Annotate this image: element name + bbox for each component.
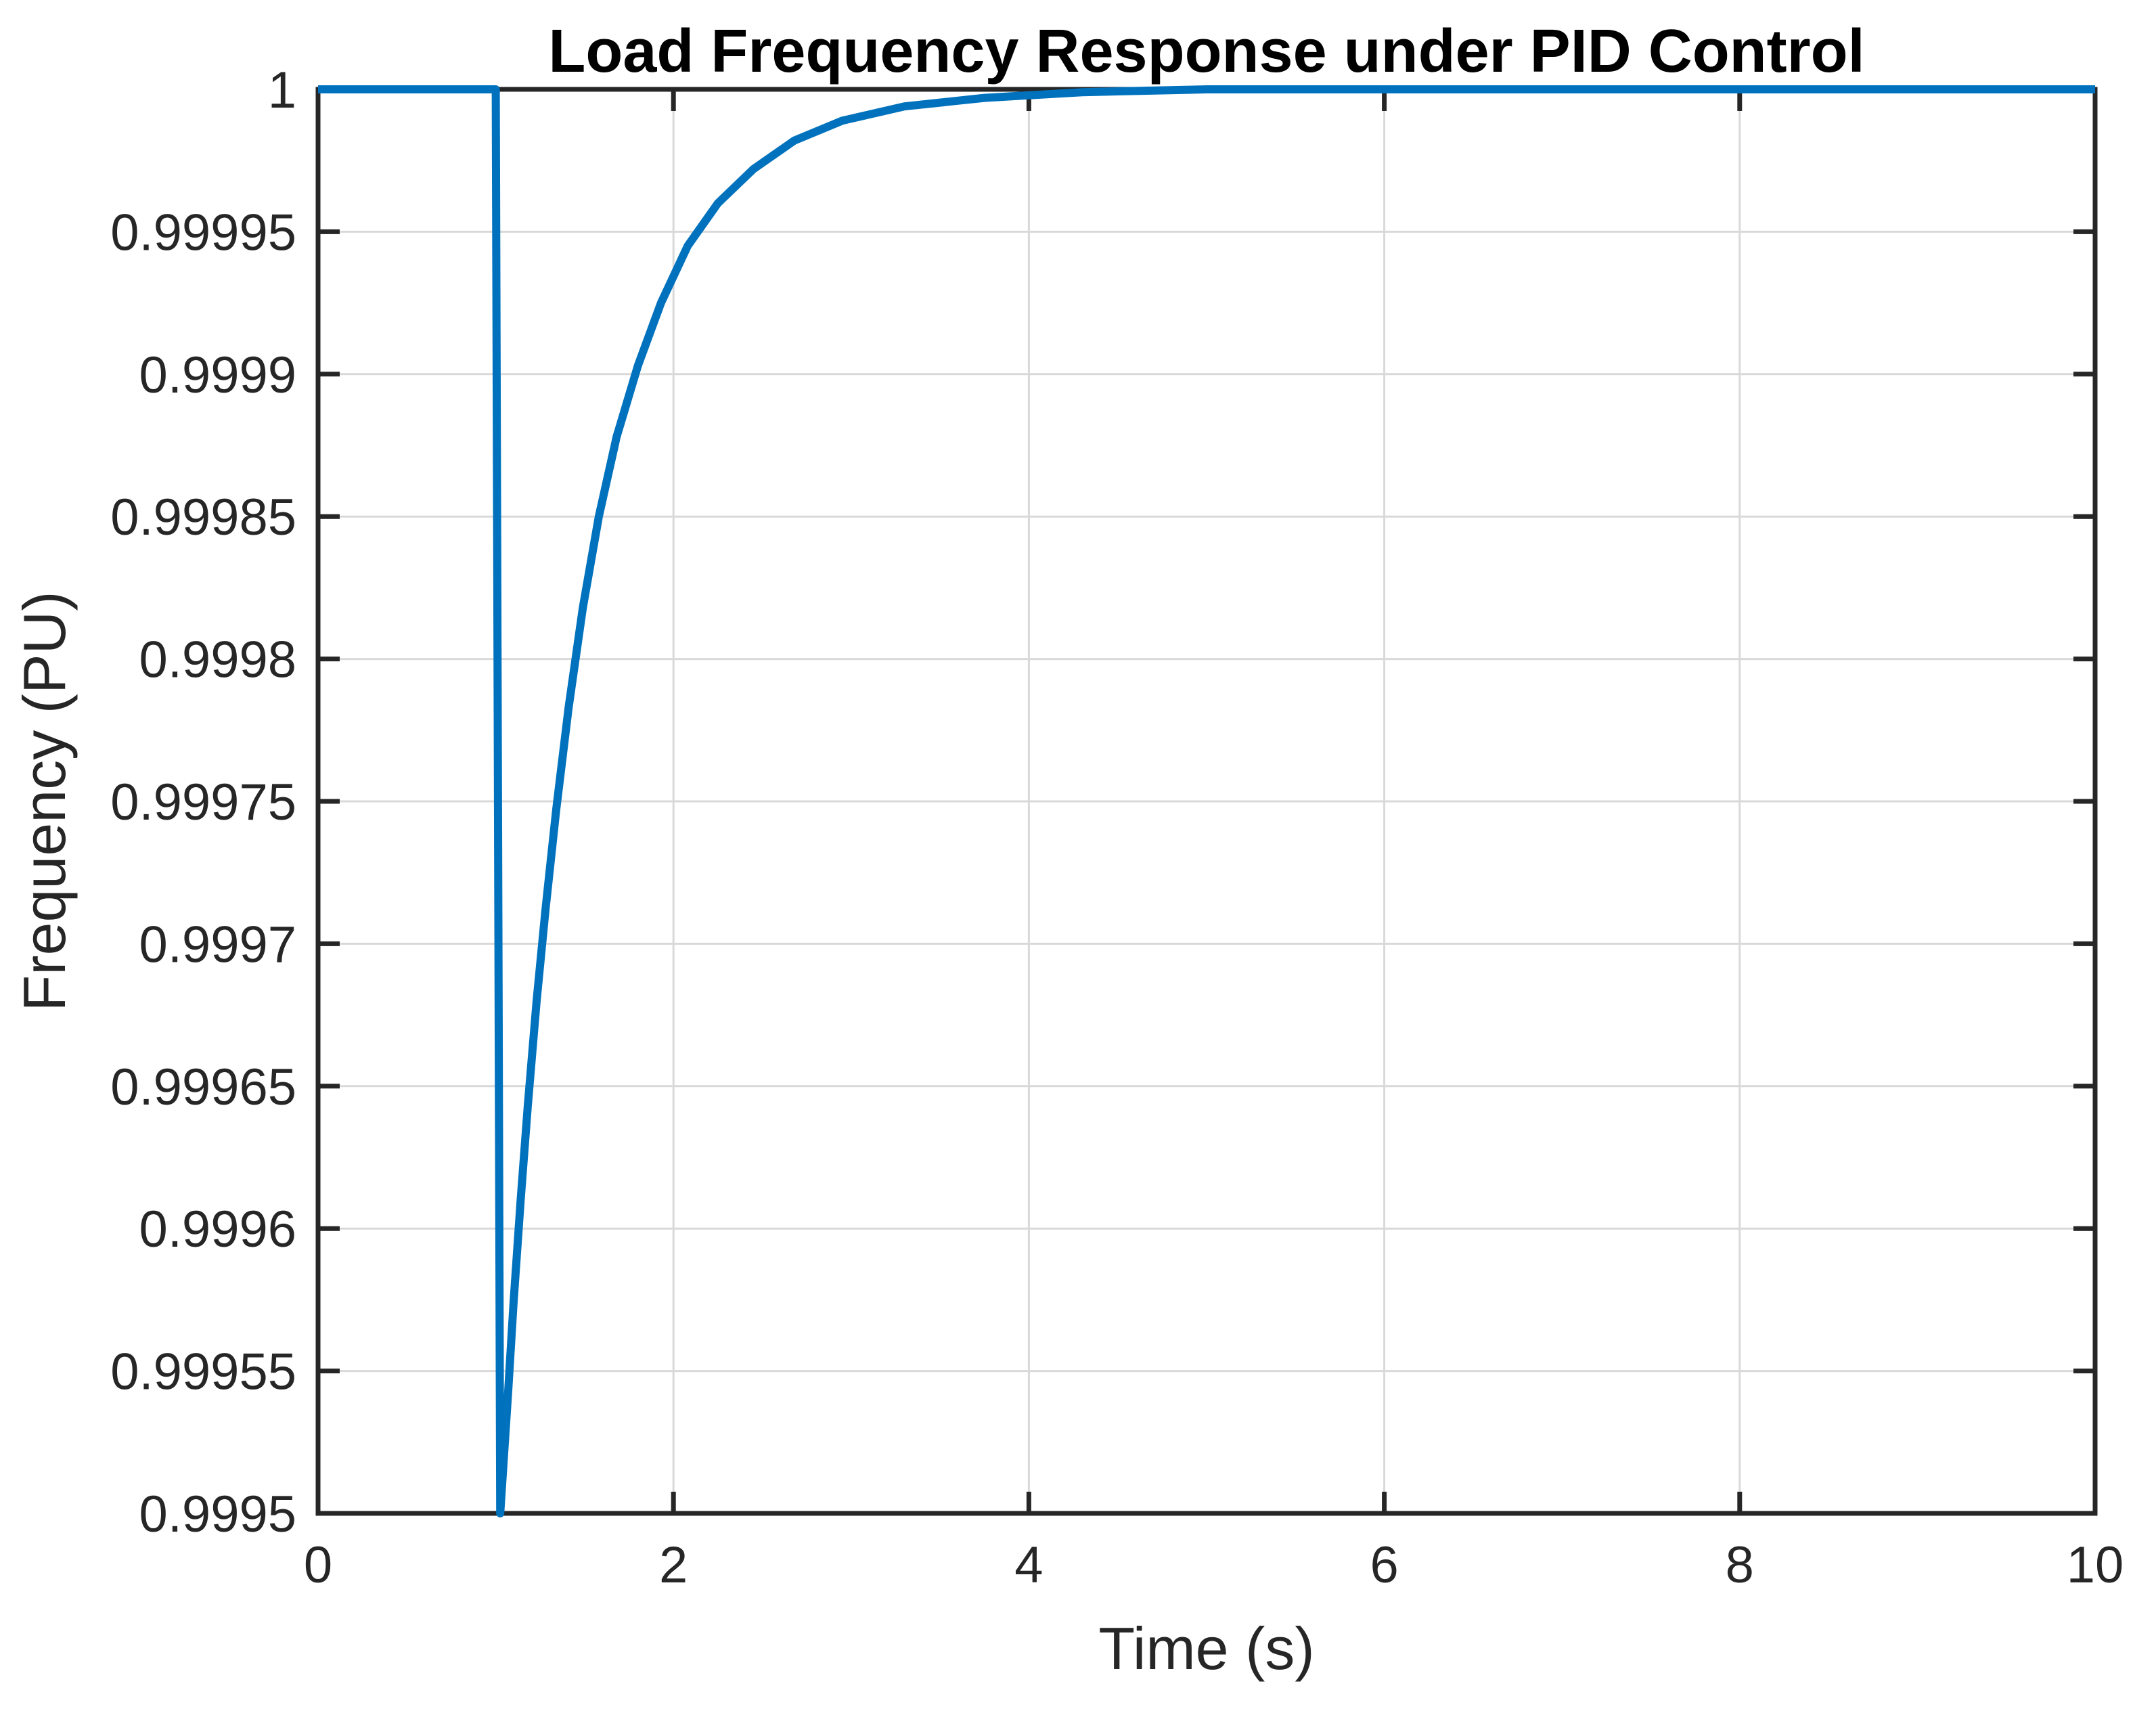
x-tick-label: 4 — [1014, 1536, 1043, 1594]
x-tick-label: 10 — [2067, 1536, 2124, 1594]
chart-title: Load Frequency Response under PID Contro… — [548, 18, 1864, 85]
y-tick-label: 0.9996 — [139, 1201, 296, 1258]
x-tick-label: 2 — [659, 1536, 688, 1594]
x-tick-label: 6 — [1370, 1536, 1398, 1594]
tick-label-layer: 0 2 4 6 8 10 0.9995 0.99955 0.9996 0.99965 0.9997 0… — [110, 62, 2124, 1594]
y-tick-label: 0.9999 — [139, 347, 296, 404]
y-tick-label: 0.99995 — [110, 204, 296, 261]
y-tick-label: 0.9998 — [139, 631, 296, 689]
x-axis-label: Time (s) — [1098, 1615, 1314, 1682]
x-tick-label: 8 — [1726, 1536, 1754, 1594]
grid-layer — [318, 89, 2095, 1513]
frequency-response-line — [318, 85, 2095, 1517]
y-tick-label: 0.99985 — [110, 489, 296, 546]
y-axis-label: Frequency (PU) — [11, 591, 78, 1011]
series-layer — [318, 85, 2095, 1517]
y-tick-label: 0.99965 — [110, 1059, 296, 1116]
y-tick-label: 1 — [268, 62, 296, 119]
y-tick-label: 0.9995 — [139, 1486, 296, 1543]
y-tick-label: 0.9997 — [139, 916, 296, 973]
y-tick-label: 0.99955 — [110, 1343, 296, 1401]
y-tick-label: 0.99975 — [110, 774, 296, 831]
x-tick-label: 0 — [304, 1536, 332, 1594]
